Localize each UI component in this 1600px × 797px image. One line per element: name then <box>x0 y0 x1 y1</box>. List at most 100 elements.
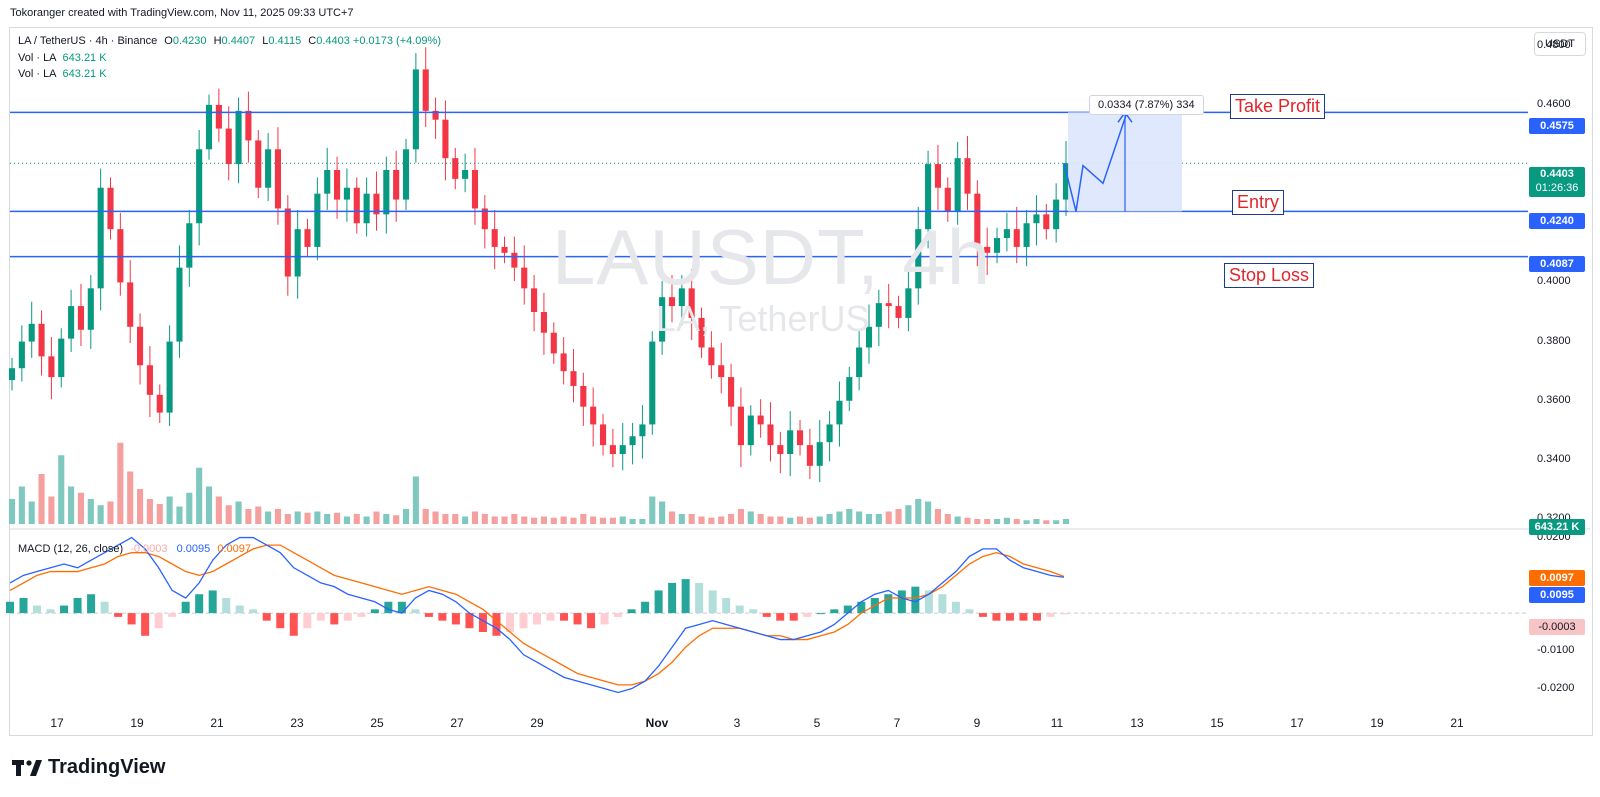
candle-body <box>570 371 577 386</box>
candle-body <box>787 430 794 454</box>
current-price-tag: 0.4403 01:26:36 <box>1529 167 1585 197</box>
candle-body <box>688 288 695 318</box>
macd-histogram-bar <box>262 613 271 621</box>
macd-signal-value: 0.0097 <box>217 543 251 555</box>
macd-histogram-bar <box>411 609 420 614</box>
volume-bar <box>629 519 636 524</box>
volume-legend-1[interactable]: Vol · LA 643.21 K <box>18 52 107 64</box>
low-label: L <box>262 35 269 47</box>
candle-body <box>875 303 882 327</box>
macd-histogram-bar <box>478 613 487 632</box>
candle-body <box>885 303 892 307</box>
candle-body <box>796 430 804 446</box>
volume-bar <box>38 474 45 524</box>
macd-histogram-bar <box>222 598 231 614</box>
volume-bar <box>205 486 213 524</box>
watermark-symbol: LAUSDT, 4h <box>552 213 992 301</box>
take-profit-label[interactable]: Take Profit <box>1230 94 1326 119</box>
macd-histogram-bar <box>357 613 366 617</box>
macd-histogram-bar <box>803 613 812 617</box>
candle-body <box>38 323 45 357</box>
volume-bar <box>343 516 350 524</box>
candle-body <box>698 317 705 348</box>
volume-bar <box>1003 517 1010 524</box>
macd-histogram-bar <box>141 613 150 636</box>
volume-bar <box>993 519 1001 524</box>
macd-histogram-bar <box>573 613 582 625</box>
volume-bar <box>609 517 616 524</box>
candle-body <box>816 442 823 466</box>
volume-bar <box>836 511 843 524</box>
macd-histogram-bar <box>289 613 298 636</box>
volume-bar <box>402 509 410 524</box>
macd-histogram-bar <box>614 613 623 617</box>
chart-attribution: Tokoranger created with TradingView.com,… <box>10 7 354 19</box>
volume-bar <box>915 499 922 524</box>
candle-body <box>383 170 390 215</box>
candle-body <box>649 341 656 425</box>
volume-bar <box>383 514 390 524</box>
volume-bar <box>540 516 547 524</box>
candle-body <box>107 187 114 230</box>
candle-body <box>205 104 213 150</box>
macd-histogram-bar <box>911 586 920 614</box>
candle-body <box>97 187 104 289</box>
volume-bar <box>688 514 695 524</box>
candle-body <box>629 436 636 446</box>
tradingview-logo[interactable]: TradingView <box>12 756 165 779</box>
volume-bar <box>737 509 744 524</box>
volume-bar <box>570 517 577 524</box>
macd-histogram-bar <box>978 613 987 617</box>
volume-bar <box>934 509 941 524</box>
price-tick-label: 0.3400 <box>1537 452 1571 465</box>
candle-body <box>531 288 538 312</box>
price-tick-label: 0.3800 <box>1537 334 1571 347</box>
entry-label[interactable]: Entry <box>1232 190 1285 215</box>
volume-label: Vol · LA <box>18 68 57 80</box>
volume-bar <box>974 519 981 524</box>
candles <box>8 47 1528 483</box>
volume-bar <box>28 501 35 524</box>
stop-loss-price-tag: 0.4087 <box>1529 256 1585 272</box>
volume-bar <box>787 517 794 524</box>
volume-bar <box>481 514 488 524</box>
currency-button[interactable]: USDT <box>1534 32 1586 56</box>
candle-body <box>540 312 547 333</box>
volume-legend-2[interactable]: Vol · LA 643.21 K <box>18 68 107 80</box>
macd-histogram-bar <box>722 598 731 614</box>
date-tick-label: 21 <box>210 716 224 730</box>
macd-histogram-bar <box>1046 613 1055 617</box>
volume-bar <box>806 517 813 524</box>
macd-price-tag: 0.0095 <box>1529 587 1585 603</box>
date-tick-label: 21 <box>1450 716 1464 730</box>
macd-legend[interactable]: MACD (12, 26, close) -0.0003 0.0095 0.00… <box>18 543 251 555</box>
macd-histogram-bar <box>33 605 42 614</box>
candle-body <box>974 193 981 247</box>
date-tick-label: 7 <box>893 716 901 730</box>
volume-bar <box>58 455 65 524</box>
candle-body <box>491 229 498 247</box>
measure-label[interactable]: 0.0334 (7.87%) 334 <box>1089 95 1204 115</box>
volume-bar <box>274 509 282 524</box>
date-tick-label: 9 <box>973 716 981 730</box>
macd-histogram-bar <box>6 601 14 614</box>
volume-bar <box>412 476 419 524</box>
candle-body <box>1062 163 1070 200</box>
date-tick-label: 19 <box>1370 716 1384 730</box>
volume-bar <box>895 509 902 524</box>
candle-body <box>235 110 242 165</box>
macd-histogram-bar <box>627 609 636 614</box>
volume-bar <box>905 505 912 524</box>
candle-body <box>28 323 35 342</box>
volume-bar <box>225 505 232 524</box>
stop-loss-label[interactable]: Stop Loss <box>1224 263 1315 288</box>
macd-histogram-bar <box>276 613 285 629</box>
volume-bar <box>422 509 429 524</box>
volume-bar <box>462 516 469 524</box>
volume-bar <box>531 517 538 524</box>
symbol-label[interactable]: LA / TetherUS · 4h · Binance <box>18 35 158 47</box>
ohlc-legend: LA / TetherUS · 4h · Binance O0.4230 H0.… <box>18 35 441 47</box>
macd-histogram-bar <box>465 613 474 629</box>
volume-bar <box>304 512 311 524</box>
